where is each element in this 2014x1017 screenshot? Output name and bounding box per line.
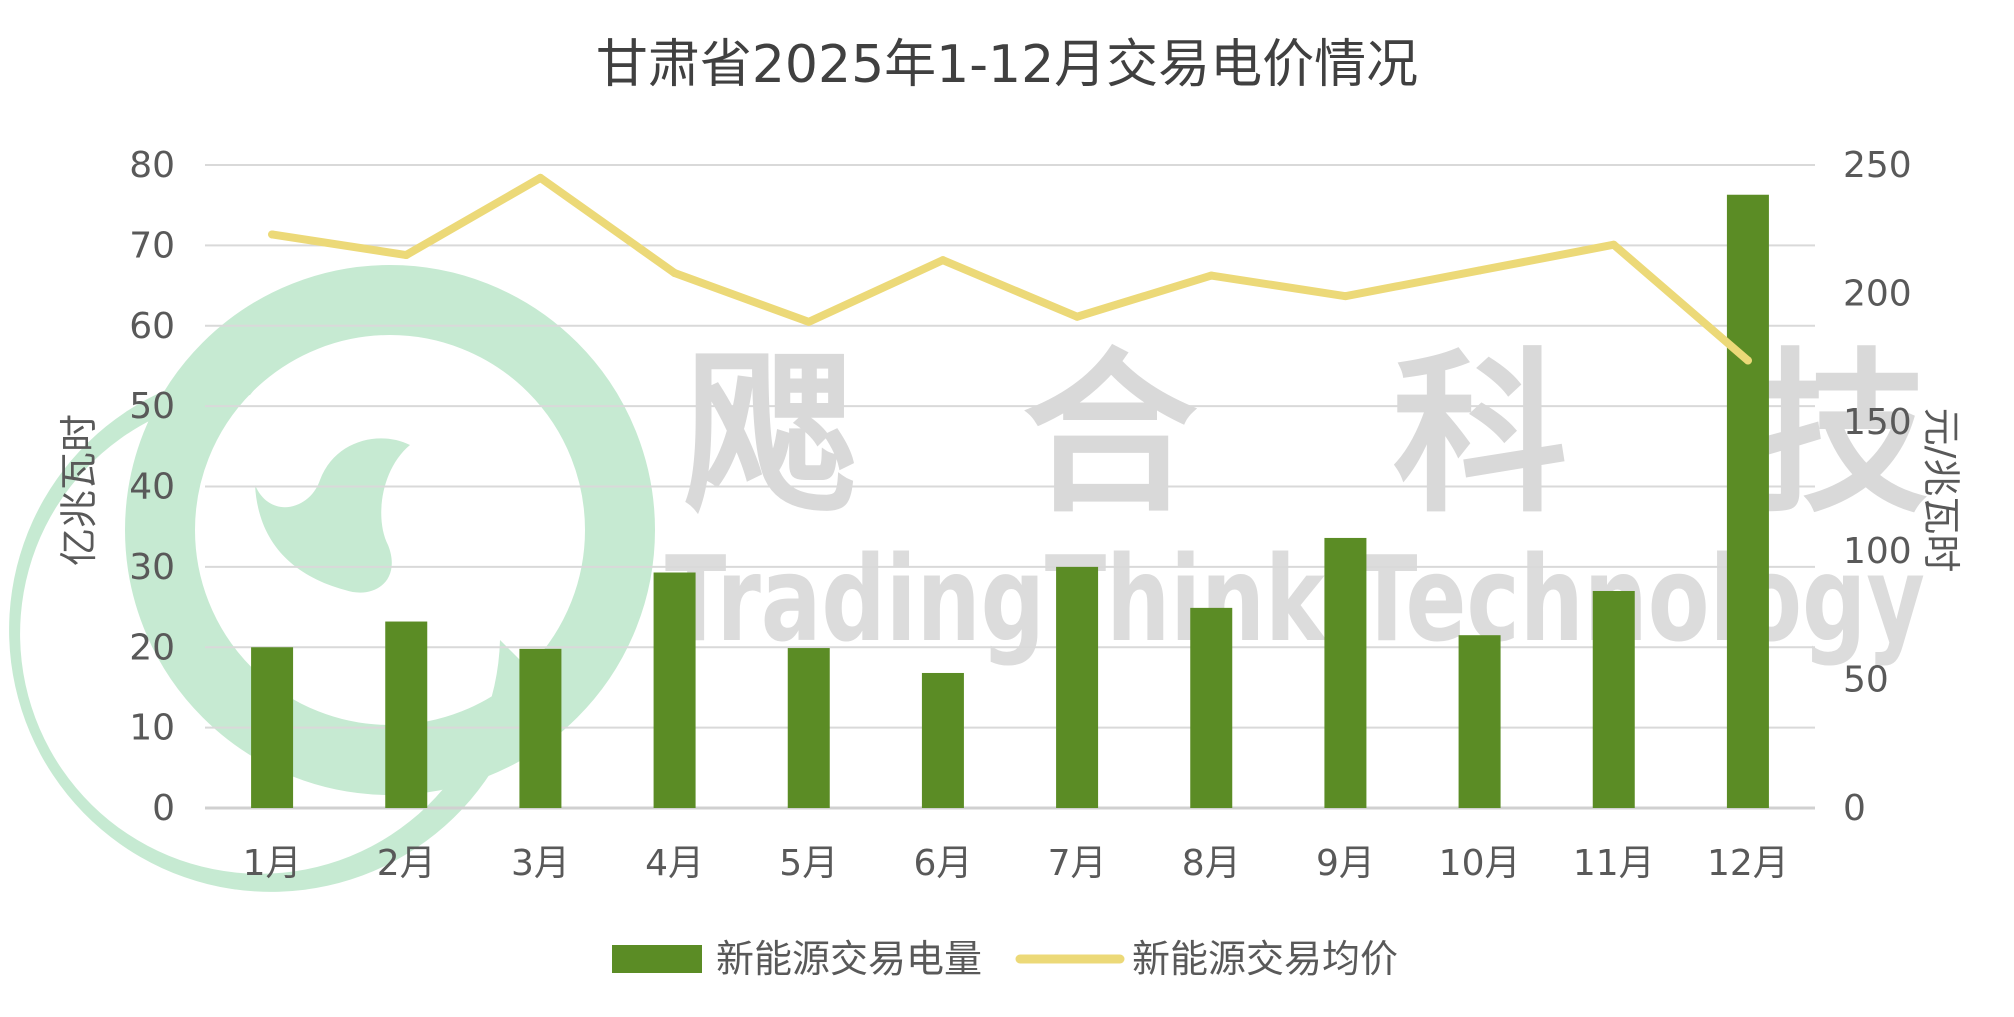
watermark-en: TradingThink Technology (665, 530, 1925, 668)
bar-2月 (385, 621, 428, 808)
x-tick-label: 2月 (377, 843, 436, 884)
line-point-9月 (1341, 292, 1350, 301)
bar-9月 (1324, 537, 1367, 808)
watermark-char-3: 科 (1393, 334, 1568, 537)
x-tick-label: 4月 (645, 843, 704, 884)
grid-layer (205, 164, 1815, 810)
watermark-text: 飔 合 科 技 TradingThink Technology (665, 334, 1928, 668)
x-tick-label: 11月 (1573, 843, 1655, 884)
y-left-tick-label: 70 (129, 225, 175, 266)
line-point-3月 (536, 173, 545, 182)
line-point-8月 (1207, 271, 1216, 280)
y-left-tick-label: 10 (129, 708, 175, 749)
bar-12月 (1726, 194, 1769, 808)
x-tick-label: 9月 (1316, 843, 1375, 884)
y-right-axis-title: 元/兆瓦时 (1919, 408, 1963, 573)
y-right-tick-label: 200 (1843, 274, 1912, 315)
watermark-char-1: 飔 (683, 334, 858, 537)
x-tick-label: 8月 (1182, 843, 1241, 884)
x-tick-label: 10月 (1439, 843, 1521, 884)
y-left-tick-label: 40 (129, 467, 175, 508)
bar-8月 (1190, 607, 1233, 808)
line-point-6月 (938, 256, 947, 265)
y-left-tick-label: 30 (129, 547, 175, 588)
bar-10月 (1458, 635, 1501, 808)
x-tick-label: 12月 (1707, 843, 1789, 884)
bars-layer (251, 194, 1769, 808)
legend-label-bar: 新能源交易电量 (716, 937, 982, 981)
price-line (268, 173, 1752, 365)
x-tick-label: 3月 (511, 843, 570, 884)
x-ticks-layer: 1月 2月 3月 4月 5月 6月 7月 8月 9月 10月 11月 12月 (243, 843, 1789, 884)
logo-leaf (255, 438, 410, 593)
watermark-char-4: 技 (1753, 334, 1928, 537)
y-right-tick-label: 0 (1843, 788, 1866, 829)
bar-3月 (519, 648, 562, 808)
x-tick-label: 5月 (779, 843, 838, 884)
line-layer (268, 173, 1752, 365)
y-left-axis-title: 亿兆瓦时 (57, 414, 101, 566)
line-point-11月 (1609, 240, 1618, 249)
line-point-5月 (804, 317, 813, 326)
bar-6月 (921, 672, 964, 808)
y-right-tick-label: 250 (1843, 145, 1912, 186)
bar-1月 (251, 647, 294, 808)
line-point-4月 (670, 269, 679, 278)
x-tick-label: 1月 (243, 843, 302, 884)
y-left-tick-label: 50 (129, 386, 175, 427)
line-point-10月 (1475, 266, 1484, 275)
y-left-tick-label: 0 (152, 788, 175, 829)
bar-11月 (1592, 590, 1635, 808)
line-point-1月 (268, 230, 277, 239)
chart-title: 甘肃省2025年1-12月交易电价情况 (596, 35, 1418, 95)
y-right-tick-label: 100 (1843, 531, 1912, 572)
x-tick-label: 6月 (913, 843, 972, 884)
legend: 新能源交易电量 新能源交易均价 (612, 937, 1398, 981)
right-ticks-layer: 0 50 100 150 200 250 (1843, 145, 1912, 829)
y-left-tick-label: 60 (129, 306, 175, 347)
logo-swoosh (150, 370, 270, 440)
x-tick-label: 7月 (1048, 843, 1107, 884)
bar-5月 (787, 648, 830, 808)
line-point-2月 (402, 251, 411, 260)
y-left-tick-label: 20 (129, 627, 175, 668)
left-ticks-layer: 0 10 20 30 40 50 60 70 80 (129, 145, 175, 829)
watermark-char-2: 合 (1023, 334, 1198, 537)
y-left-tick-label: 80 (129, 145, 175, 186)
bar-4月 (653, 572, 696, 808)
line-point-7月 (1073, 312, 1082, 321)
y-right-tick-label: 150 (1843, 402, 1912, 443)
bar-7月 (1056, 566, 1099, 808)
legend-label-line: 新能源交易均价 (1132, 937, 1398, 981)
y-right-tick-label: 50 (1843, 659, 1889, 700)
legend-swatch-bar (612, 945, 702, 973)
line-point-12月 (1743, 356, 1752, 365)
